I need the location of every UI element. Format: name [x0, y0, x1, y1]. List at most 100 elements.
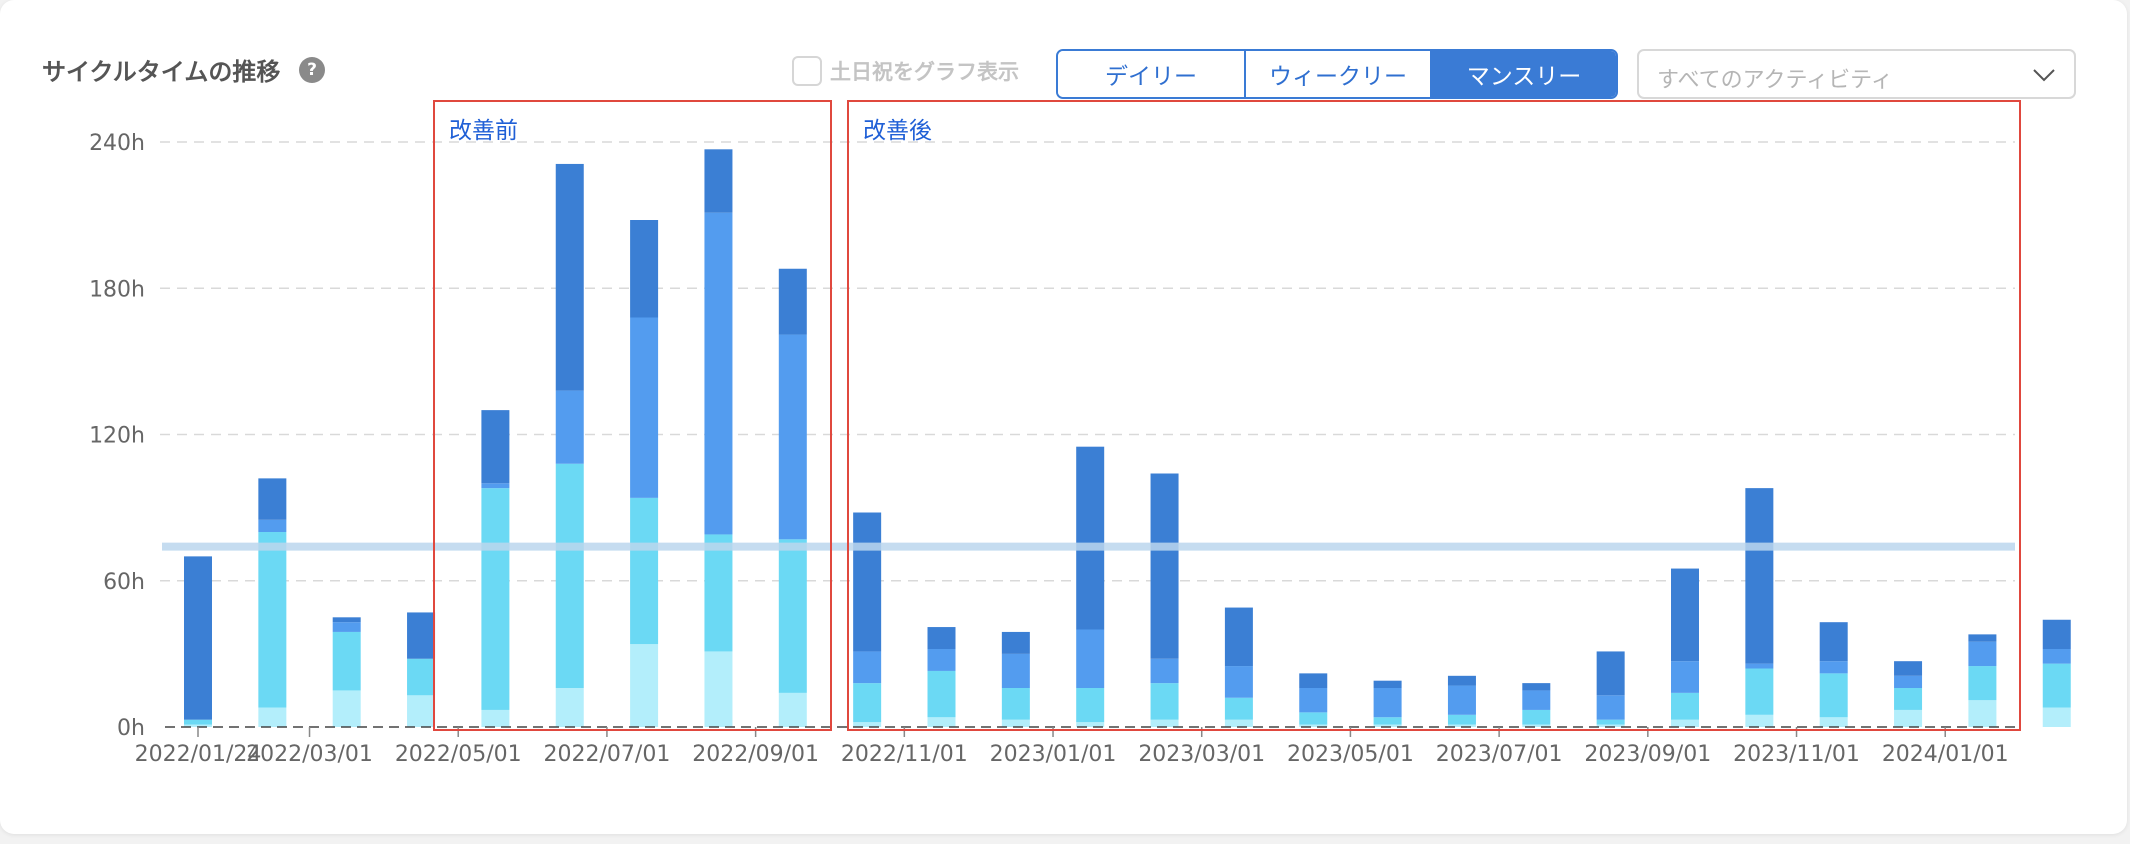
bar-segment [407, 612, 436, 659]
bar-segment [1001, 653, 1030, 688]
bar-segment [1671, 719, 1699, 727]
bar-segment [1076, 446, 1105, 630]
bar-segment [332, 690, 361, 727]
bar-segment [1894, 709, 1923, 727]
weekend-toggle[interactable]: 土日祝をグラフ表示 [792, 56, 1019, 86]
bar-segment [258, 478, 287, 520]
x-tick-label: 2023/01/01 [990, 742, 1117, 767]
x-tick-label: 2023/11/01 [1733, 742, 1860, 767]
annotation-box [433, 100, 832, 731]
bar-segment [1001, 719, 1030, 727]
bar-segment [927, 717, 956, 727]
bar-segment [927, 627, 956, 649]
bar-segment [853, 512, 882, 652]
bar-segment [1373, 717, 1402, 725]
bar-segment [1076, 629, 1105, 688]
bar-segment [1596, 695, 1625, 720]
bar-segment [704, 149, 733, 213]
bar-segment [1819, 673, 1848, 718]
chevron-down-icon [2033, 69, 2055, 82]
bar-segment [1671, 692, 1699, 720]
bar-segment [630, 220, 659, 318]
bar-segment [481, 483, 510, 489]
bar-segment [1968, 641, 1997, 667]
bar-segment [853, 683, 882, 723]
bar-segment [1968, 634, 1997, 642]
bar-segment [2042, 663, 2071, 708]
bar-segment [778, 268, 807, 335]
bar-segment [704, 212, 733, 535]
weekend-checkbox-label: 土日祝をグラフ表示 [830, 60, 1019, 84]
bar-segment [1745, 663, 1774, 669]
bar-segment [1447, 714, 1476, 725]
bar-segment [704, 534, 733, 652]
bar-segment [1894, 661, 1923, 676]
bar-segment [853, 651, 882, 684]
y-tick-label: 60h [103, 570, 145, 595]
bar-segment [481, 488, 510, 710]
help-icon[interactable]: ? [299, 57, 325, 83]
bar-segment [1373, 724, 1402, 727]
bar-segment [927, 649, 956, 671]
x-tick-label: 2022/07/01 [544, 742, 671, 767]
bar-segment [1819, 661, 1848, 674]
y-tick-label: 0h [117, 716, 145, 741]
bar-segment [1596, 719, 1625, 725]
bar-segment [1150, 683, 1179, 720]
x-tick-label: 2022/11/01 [841, 742, 968, 767]
tab-monthly[interactable]: マンスリー [1430, 51, 1616, 97]
period-tabs: デイリー ウィークリー マンスリー [1056, 49, 1618, 99]
bar-segment [1968, 700, 1997, 727]
bar-segment [1671, 568, 1699, 662]
tab-daily[interactable]: デイリー [1058, 51, 1244, 97]
bar-segment [184, 724, 212, 727]
bar-segment [1150, 473, 1179, 659]
bar-segment [853, 722, 882, 727]
bar-segment [630, 317, 659, 498]
x-tick-label: 2023/03/01 [1138, 742, 1265, 767]
bar-segment [1522, 724, 1551, 727]
bar-segment [258, 532, 287, 708]
bar-segment [1596, 651, 1625, 696]
bar-segment [1745, 668, 1774, 715]
bar-segment [1447, 685, 1476, 715]
x-tick-label: 2023/07/01 [1436, 742, 1563, 767]
bar-segment [1299, 673, 1328, 688]
bar-segment [555, 688, 584, 727]
bar-segment [1596, 724, 1625, 727]
bar-segment [1299, 712, 1328, 725]
bar-segment [1224, 697, 1253, 720]
bar-segment [630, 497, 659, 645]
y-tick-label: 120h [89, 424, 145, 449]
bar-segment [1001, 631, 1030, 654]
bar-segment [630, 644, 659, 727]
annotation-box [847, 100, 2021, 731]
bar-segment [2042, 649, 2071, 664]
x-tick-label: 2023/09/01 [1584, 742, 1711, 767]
y-tick-label: 180h [89, 277, 145, 302]
bar-segment [2042, 707, 2071, 727]
weekend-checkbox[interactable] [792, 56, 822, 86]
bar-segment [1224, 719, 1253, 727]
bar-segment [1894, 688, 1923, 710]
bar-segment [1150, 658, 1179, 684]
bar-segment [555, 463, 584, 688]
bar-segment [1447, 724, 1476, 727]
tab-weekly[interactable]: ウィークリー [1244, 51, 1430, 97]
bar-segment [1224, 607, 1253, 667]
bar-segment [1745, 488, 1774, 664]
x-tick-label: 2022/05/01 [395, 742, 522, 767]
bar-segment [184, 719, 212, 725]
chart-title: サイクルタイムの推移 [42, 58, 281, 86]
bar-segment [184, 556, 212, 720]
activity-select[interactable]: すべてのアクティビティ [1637, 49, 2076, 99]
bar-segment [704, 651, 733, 727]
bar-segment [258, 519, 287, 532]
bar-segment [1150, 719, 1179, 727]
bar-segment [1968, 666, 1997, 701]
bar-segment [481, 709, 510, 727]
bar-segment [778, 334, 807, 540]
bar-segment [1522, 690, 1551, 710]
bar-segment [1001, 688, 1030, 720]
